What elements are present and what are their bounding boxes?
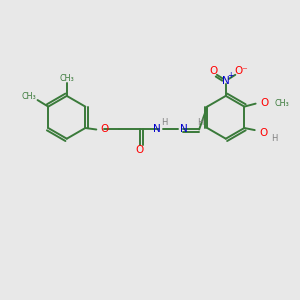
Text: H: H: [271, 134, 278, 142]
Text: N: N: [180, 124, 188, 134]
Text: +: +: [227, 71, 233, 80]
Text: H: H: [161, 118, 168, 127]
Text: N: N: [153, 124, 161, 134]
Text: O: O: [209, 66, 218, 76]
Text: O: O: [260, 98, 268, 108]
Text: O: O: [136, 145, 144, 155]
Text: CH₃: CH₃: [59, 74, 74, 83]
Text: H: H: [197, 118, 203, 127]
Text: O: O: [259, 128, 267, 138]
Text: O⁻: O⁻: [234, 66, 248, 76]
Text: N: N: [222, 76, 230, 86]
Text: CH₃: CH₃: [21, 92, 36, 101]
Text: O: O: [100, 124, 108, 134]
Text: CH₃: CH₃: [274, 99, 289, 108]
